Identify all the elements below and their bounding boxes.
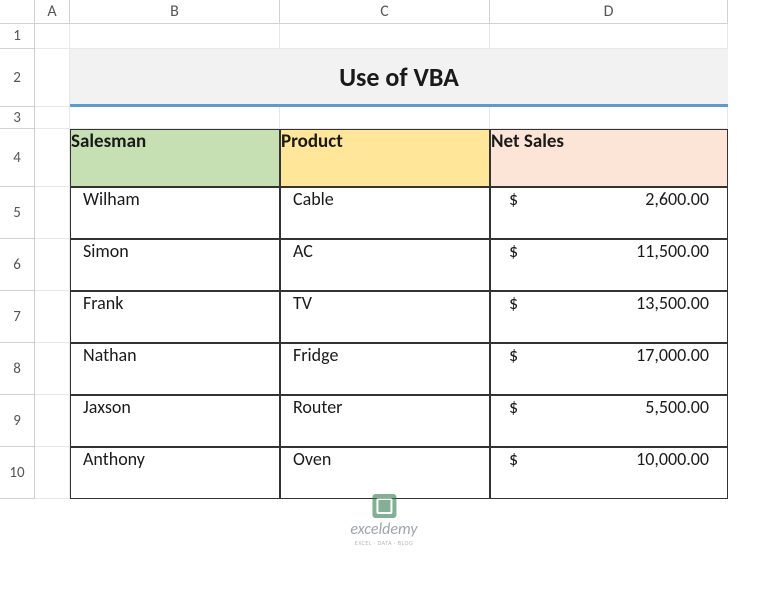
row-header-2[interactable]: 2	[0, 49, 35, 107]
cell-product-9[interactable]: Router	[280, 395, 490, 447]
row-header-3[interactable]: 3	[0, 107, 35, 129]
spreadsheet-grid: A B C D 1 2 Use of VBA 3 4 Salesman Prod…	[0, 0, 768, 499]
cell-salesman-6[interactable]: Simon	[70, 239, 280, 291]
row-header-6[interactable]: 6	[0, 239, 35, 291]
col-header-d[interactable]: D	[490, 0, 728, 24]
row-header-8[interactable]: 8	[0, 343, 35, 395]
currency-value: 11,500.00	[636, 240, 709, 290]
cell-a2[interactable]	[35, 49, 70, 107]
header-product[interactable]: Product	[280, 129, 490, 187]
cell-a3[interactable]	[35, 107, 70, 129]
cell-product-6[interactable]: AC	[280, 239, 490, 291]
col-header-b[interactable]: B	[70, 0, 280, 24]
currency-value: 10,000.00	[636, 448, 709, 498]
cell-netsales-9[interactable]: $ 5,500.00	[490, 395, 728, 447]
row-header-9[interactable]: 9	[0, 395, 35, 447]
currency-value: 13,500.00	[636, 292, 709, 342]
cell-a10[interactable]	[35, 447, 70, 499]
cell-product-10[interactable]: Oven	[280, 447, 490, 499]
currency-symbol: $	[509, 396, 518, 446]
cell-a6[interactable]	[35, 239, 70, 291]
cell-a7[interactable]	[35, 291, 70, 343]
currency-value: 2,600.00	[645, 188, 709, 238]
cell-a9[interactable]	[35, 395, 70, 447]
currency-value: 5,500.00	[645, 396, 709, 446]
watermark-text: exceldemy	[350, 520, 417, 539]
cell-c3[interactable]	[280, 107, 490, 129]
header-netsales[interactable]: Net Sales	[490, 129, 728, 187]
cell-salesman-8[interactable]: Nathan	[70, 343, 280, 395]
cell-netsales-7[interactable]: $ 13,500.00	[490, 291, 728, 343]
col-header-a[interactable]: A	[35, 0, 70, 24]
cell-salesman-5[interactable]: Wilham	[70, 187, 280, 239]
cell-c1[interactable]	[280, 24, 490, 49]
row-header-7[interactable]: 7	[0, 291, 35, 343]
currency-symbol: $	[509, 448, 518, 498]
row-header-4[interactable]: 4	[0, 129, 35, 187]
cell-b3[interactable]	[70, 107, 280, 129]
watermark-subtext: EXCEL · DATA · BLOG	[355, 539, 413, 547]
currency-value: 17,000.00	[636, 344, 709, 394]
page-title[interactable]: Use of VBA	[70, 49, 728, 107]
cell-netsales-6[interactable]: $ 11,500.00	[490, 239, 728, 291]
col-header-c[interactable]: C	[280, 0, 490, 24]
cell-product-5[interactable]: Cable	[280, 187, 490, 239]
watermark: exceldemy EXCEL · DATA · BLOG	[350, 494, 417, 547]
header-salesman[interactable]: Salesman	[70, 129, 280, 187]
currency-symbol: $	[509, 292, 518, 342]
cell-a4[interactable]	[35, 129, 70, 187]
currency-symbol: $	[509, 240, 518, 290]
cell-netsales-5[interactable]: $ 2,600.00	[490, 187, 728, 239]
row-header-1[interactable]: 1	[0, 24, 35, 49]
cell-a5[interactable]	[35, 187, 70, 239]
row-header-5[interactable]: 5	[0, 187, 35, 239]
cell-salesman-7[interactable]: Frank	[70, 291, 280, 343]
cell-salesman-9[interactable]: Jaxson	[70, 395, 280, 447]
cell-netsales-8[interactable]: $ 17,000.00	[490, 343, 728, 395]
currency-symbol: $	[509, 188, 518, 238]
cell-a8[interactable]	[35, 343, 70, 395]
cell-product-8[interactable]: Fridge	[280, 343, 490, 395]
row-header-10[interactable]: 10	[0, 447, 35, 499]
cell-b1[interactable]	[70, 24, 280, 49]
corner-cell[interactable]	[0, 0, 35, 24]
cell-d1[interactable]	[490, 24, 728, 49]
currency-symbol: $	[509, 344, 518, 394]
cell-salesman-10[interactable]: Anthony	[70, 447, 280, 499]
cell-product-7[interactable]: TV	[280, 291, 490, 343]
cell-netsales-10[interactable]: $ 10,000.00	[490, 447, 728, 499]
cell-a1[interactable]	[35, 24, 70, 49]
cell-d3[interactable]	[490, 107, 728, 129]
